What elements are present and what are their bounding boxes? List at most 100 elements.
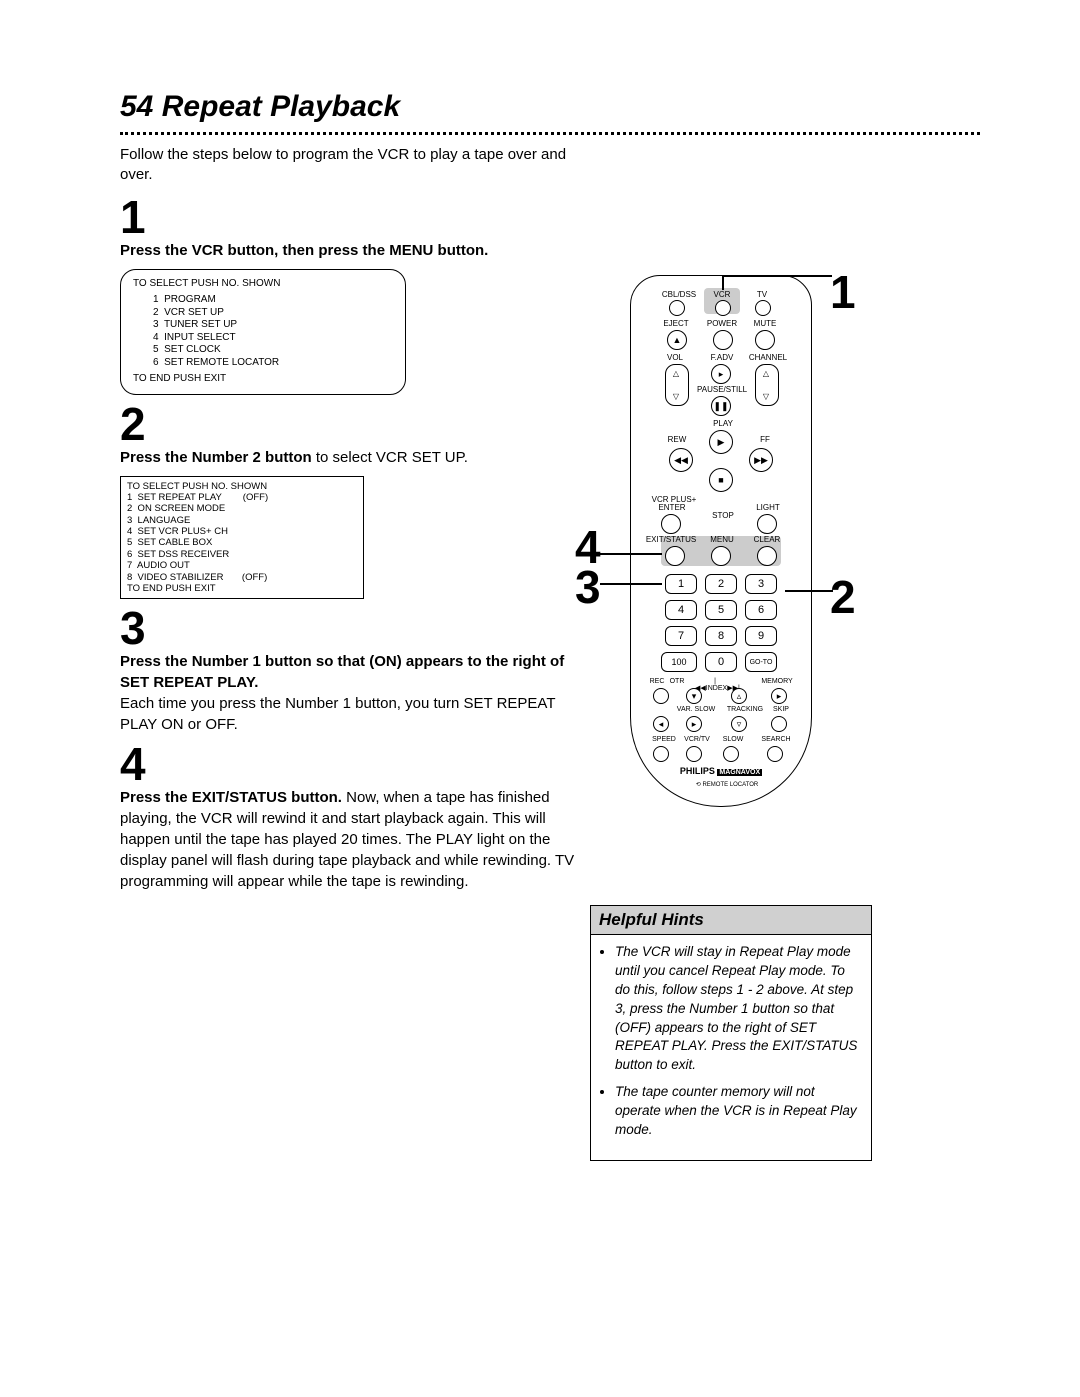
btn-num-3[interactable]: 3 [745,574,777,594]
btn-enter[interactable] [661,514,681,534]
btn-tv[interactable] [755,300,771,316]
screen2-item: 7 AUDIO OUT [127,560,357,571]
step-2-bold: Press the Number 2 button [120,449,312,466]
screen2-item: 2 ON SCREEN MODE [127,503,357,514]
btn-num-5[interactable]: 5 [705,600,737,620]
btn-vcrtv[interactable] [686,746,702,762]
screen2-item: 3 LANGUAGE [127,515,357,526]
btn-vcr[interactable] [715,300,731,316]
remote-body: CBL/DSS VCR TV EJECT POWER MUTE ▲ VOL F.… [630,275,812,807]
label-vcrtv: VCR/TV [681,736,713,743]
btn-varslow-r[interactable]: ▸ [686,716,702,732]
btn-num-7[interactable]: 7 [665,626,697,646]
callout-2-line [785,590,833,592]
btn-search[interactable] [767,746,783,762]
callout-1-line-h [722,275,832,277]
callout-2: 2 [830,570,856,624]
btn-fadv[interactable]: ▸ [711,364,731,384]
btn-pause[interactable]: ❚❚ [711,396,731,416]
callout-4: 4 [575,520,601,574]
callout-1: 1 [830,265,856,319]
label-exit: EXIT/STATUS [643,536,699,544]
step-2-text: Press the Number 2 button to select VCR … [120,447,580,468]
btn-mute[interactable] [755,330,775,350]
btn-num-100[interactable]: 100 [661,652,697,672]
btn-index-next[interactable]: ▵ [731,688,747,704]
page-title: 54 Repeat Playback [120,90,980,124]
label-power: POWER [705,320,739,328]
btn-vol-rocker[interactable]: △ ▽ [665,364,689,406]
label-eject: EJECT [661,320,691,328]
btn-eject[interactable]: ▲ [667,330,687,350]
btn-index-prev[interactable]: ▾ [686,688,702,704]
btn-varslow-l[interactable]: ◂ [653,716,669,732]
btn-channel-rocker[interactable]: △ ▽ [755,364,779,406]
osd-screen-1: TO SELECT PUSH NO. SHOWN 1 PROGRAM 2 VCR… [120,269,406,395]
label-tv: TV [749,291,775,299]
step-3-text: Press the Number 1 button so that (ON) a… [120,651,580,735]
btn-light[interactable] [757,514,777,534]
dotted-divider [120,132,980,135]
step-4-bold: Press the EXIT/STATUS button. [120,789,342,806]
label-rec: REC [647,678,667,685]
label-ff: FF [755,436,775,444]
btn-num-1[interactable]: 1 [665,574,697,594]
btn-stop[interactable]: ■ [709,468,733,492]
brand-philips: PHILIPS [680,766,715,776]
callout-3-line [600,583,662,585]
label-speed: SPEED [649,736,679,743]
btn-slow[interactable] [723,746,739,762]
helpful-hints-title: Helpful Hints [591,906,871,935]
btn-num-8[interactable]: 8 [705,626,737,646]
btn-menu[interactable] [711,546,731,566]
btn-tracking[interactable]: ▿ [731,716,747,732]
label-search: SEARCH [757,736,795,743]
label-index: |◀◀INDEX▶▶| [695,678,735,692]
btn-exit-status[interactable] [665,546,685,566]
label-memory: MEMORY [757,678,797,685]
step-4-text: Press the EXIT/STATUS button. Now, when … [120,787,580,892]
callout-1-line-v [722,275,724,290]
btn-num-9[interactable]: 9 [745,626,777,646]
label-clear: CLEAR [751,536,783,544]
screen1-item: 6 SET REMOTE LOCATOR [133,357,393,370]
label-varslow: VAR. SLOW [673,706,719,713]
label-vol: VOL [663,354,687,362]
btn-play[interactable]: ▶ [709,430,733,454]
btn-rew[interactable]: ◀◀ [669,448,693,472]
callout-4-line [600,553,662,555]
label-stop: STOP [709,512,737,520]
step-3-bold: Press the Number 1 button so that (ON) a… [120,653,564,691]
screen1-item: 2 VCR SET UP [133,307,393,320]
screen1-item: 5 SET CLOCK [133,344,393,357]
btn-goto[interactable]: GO-TO [745,652,777,672]
btn-num-2[interactable]: 2 [705,574,737,594]
screen1-item: 3 TUNER SET UP [133,319,393,332]
btn-num-4[interactable]: 4 [665,600,697,620]
btn-speed[interactable] [653,746,669,762]
label-pause: PAUSE/STILL [697,386,747,394]
screen2-item: 5 SET CABLE BOX [127,537,357,548]
btn-clear[interactable] [757,546,777,566]
label-otr: OTR [667,678,687,685]
page-number: 54 [120,90,153,123]
step-3-rest: Each time you press the Number 1 button,… [120,695,555,733]
label-channel: CHANNEL [747,354,789,362]
btn-cbldss[interactable] [669,300,685,316]
label-rew: REW [665,436,689,444]
btn-skip[interactable] [771,716,787,732]
screen2-item: 6 SET DSS RECEIVER [127,549,357,560]
btn-power[interactable] [713,330,733,350]
btn-rec[interactable] [653,688,669,704]
label-slow: SLOW [719,736,747,743]
label-mute: MUTE [751,320,779,328]
osd-screen-2: TO SELECT PUSH NO. SHOWN 1 SET REPEAT PL… [120,476,364,600]
btn-memory[interactable]: ▸ [771,688,787,704]
label-locator: ⟲ REMOTE LOCATOR [687,782,767,788]
btn-ff[interactable]: ▶▶ [749,448,773,472]
btn-num-6[interactable]: 6 [745,600,777,620]
btn-num-0[interactable]: 0 [705,652,737,672]
screen1-item: 4 INPUT SELECT [133,332,393,345]
step-1-bold: Press the VCR button, then press the MEN… [120,242,488,259]
hint-item: The VCR will stay in Repeat Play mode un… [615,943,861,1075]
